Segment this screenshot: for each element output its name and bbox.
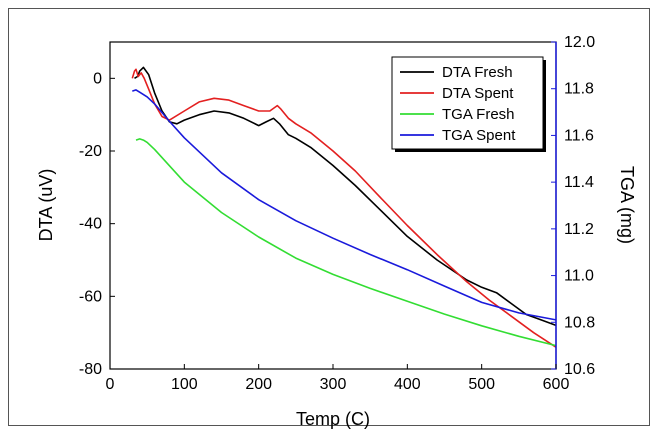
legend-label: TGA Spent — [442, 127, 516, 144]
legend-label: DTA Fresh — [442, 64, 513, 81]
series-line-dta-spent — [131, 68, 557, 348]
y-left-axis-title: DTA (uV) — [36, 169, 56, 242]
y-right-tick-label: 11.4 — [564, 174, 594, 191]
y-right-tick-label: 10.8 — [564, 314, 595, 331]
y-right-tick-label: 11.2 — [564, 221, 594, 238]
y-right-tick-label: 11.8 — [564, 81, 594, 98]
y-right-tick-label: 10.6 — [564, 361, 595, 378]
series-line-tga-spent — [132, 89, 557, 321]
x-tick-label: 300 — [320, 376, 347, 393]
x-tick-label: 100 — [171, 376, 198, 393]
series-line-dta-fresh — [134, 66, 557, 327]
legend-label: TGA Fresh — [442, 106, 515, 123]
x-tick-label: 500 — [468, 376, 495, 393]
y-left-tick-label: -20 — [79, 143, 102, 160]
legend-label: DTA Spent — [442, 85, 514, 102]
x-axis-title: Temp (C) — [296, 409, 370, 429]
x-tick-label: 200 — [245, 376, 272, 393]
y-left-tick-label: -80 — [79, 361, 102, 378]
y-left-tick-label: -40 — [79, 216, 102, 233]
y-left-tick-label: -60 — [79, 288, 102, 305]
x-tick-label: 400 — [394, 376, 421, 393]
y-right-tick-label: 11.6 — [564, 127, 594, 144]
x-tick-label: 600 — [543, 376, 570, 393]
y-right-tick-label: 11.0 — [564, 268, 594, 285]
y-left-tick-label: 0 — [93, 70, 102, 87]
x-tick-label: 0 — [106, 376, 115, 393]
series-line-tga-fresh — [135, 138, 557, 347]
y-right-tick-label: 12.0 — [564, 34, 595, 51]
y-right-axis-title: TGA (mg) — [617, 166, 637, 244]
